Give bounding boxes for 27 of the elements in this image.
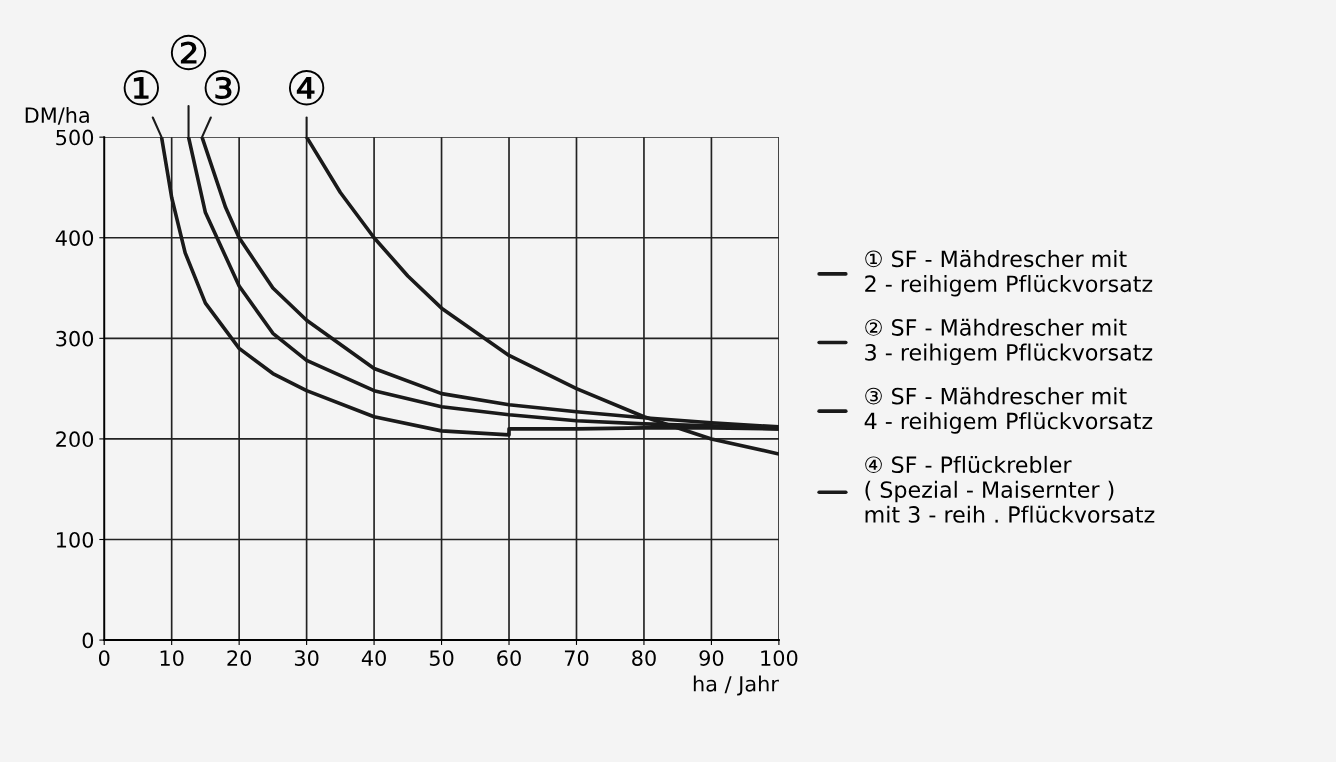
x-tick-label: 10 — [160, 650, 184, 666]
legend-label: ④ SF - Pflückrebler ( Spezial - Maisernter ) mit 3 - reih . Pflückvorsatz — [865, 455, 1155, 523]
x-tick-label: 80 — [632, 650, 656, 666]
y-axis-title: DM/ha — [25, 106, 89, 125]
x-tick-label: 100 — [761, 650, 798, 666]
x-axis-title: ha / Jahr — [693, 675, 779, 696]
x-tick-label: 70 — [564, 650, 589, 666]
legend-label: ② SF - Mähdrescher mit 3 - reihigem Pflückvorsatz — [865, 318, 1153, 366]
annotation: ② — [170, 34, 207, 71]
y-tick-label: 0 — [82, 632, 94, 649]
x-tick-label: 0 — [98, 650, 110, 666]
y-tick-label: 500 — [56, 129, 94, 146]
x-tick-label: 30 — [294, 650, 319, 666]
x-tick-label: 90 — [699, 650, 724, 666]
x-tick-label: 20 — [227, 650, 252, 666]
annotation: ③ — [204, 70, 240, 106]
y-tick-label: 400 — [55, 230, 94, 246]
x-tick-label: 60 — [497, 650, 521, 666]
legend-label: ③ SF - Mähdrescher mit 4 - reihigem Pflückvorsatz — [864, 387, 1153, 434]
annotation: ① — [123, 70, 159, 106]
y-tick-label: 100 — [57, 531, 94, 548]
x-tick-label: 40 — [361, 650, 386, 666]
annotation: ④ — [288, 70, 325, 106]
y-tick-label: 300 — [56, 330, 94, 347]
x-tick-label: 50 — [429, 650, 454, 666]
legend-label: ① SF - Mähdrescher mit 2 - reihigem Pflückvorsatz — [865, 250, 1153, 297]
y-tick-label: 200 — [56, 431, 94, 448]
